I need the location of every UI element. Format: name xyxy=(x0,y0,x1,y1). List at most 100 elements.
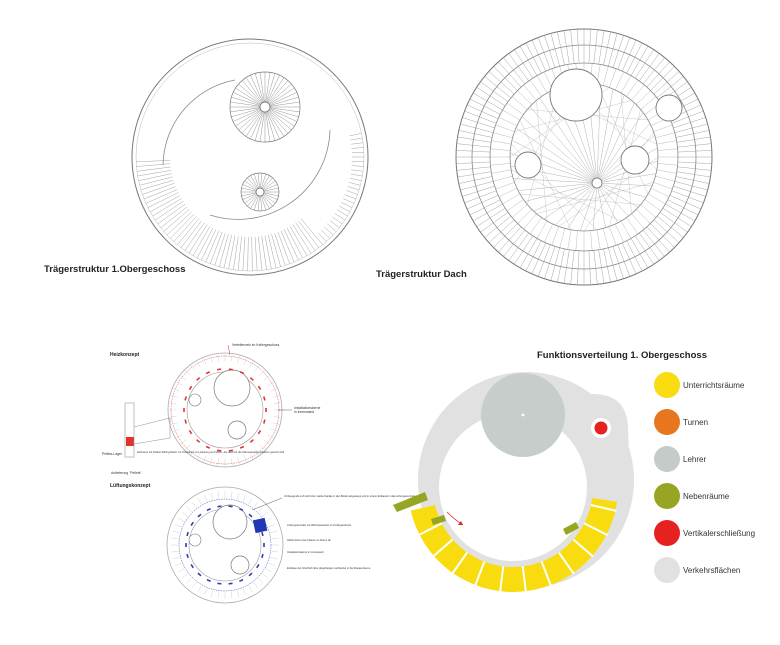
room-divider xyxy=(236,590,240,598)
distribution-mark xyxy=(249,439,254,443)
heating-note-top: Verteilernetz im Kellergeschoss xyxy=(232,343,280,347)
room-divider xyxy=(170,395,178,398)
room-divider xyxy=(242,495,246,502)
wheel-spoke xyxy=(257,173,260,189)
floor-beam xyxy=(351,147,364,149)
floor-beam xyxy=(140,179,174,191)
wheel-spoke xyxy=(250,195,259,209)
roof-lattice-beam xyxy=(596,182,647,198)
roof-beam xyxy=(462,185,495,197)
roof-beam xyxy=(563,30,570,65)
floor-beam xyxy=(348,182,361,186)
floor-beam xyxy=(334,213,346,221)
heating-plan-outline xyxy=(167,352,283,468)
room-divider xyxy=(172,556,180,560)
roof-beam-inner xyxy=(567,229,572,250)
roof-beam xyxy=(642,229,665,257)
floor-beam xyxy=(298,220,320,248)
roof-beam xyxy=(639,232,660,261)
roof-beam xyxy=(612,246,624,279)
wheel-spoke xyxy=(253,173,259,189)
roof-beam-inner xyxy=(620,220,632,239)
room-divider xyxy=(267,381,274,386)
wheel-spoke xyxy=(262,194,273,207)
room-divider xyxy=(190,365,196,372)
roof-beam-inner xyxy=(506,199,524,212)
room-divider xyxy=(186,578,192,584)
roof-beam-inner xyxy=(493,132,513,139)
room-divider xyxy=(217,591,220,599)
heating-note-pellet: Pellets-Lager xyxy=(102,452,123,456)
floor-column-wheel-small xyxy=(240,172,280,212)
legend-swatch xyxy=(654,520,680,546)
room-divider xyxy=(243,455,247,462)
roof-beam xyxy=(480,81,509,102)
floor-beam xyxy=(142,183,175,195)
room-divider xyxy=(182,573,188,579)
distribution-mark xyxy=(257,430,262,435)
distribution-mark xyxy=(190,521,194,527)
roof-beam-inner xyxy=(529,217,542,235)
roof-beam-inner xyxy=(653,124,673,132)
room-divider xyxy=(254,365,260,372)
floor-beam xyxy=(339,205,351,213)
legend-label: Vertikalerschließung xyxy=(683,529,755,538)
distribution-mark xyxy=(265,408,267,412)
floor-beam xyxy=(351,165,364,167)
roof-beam xyxy=(630,238,649,268)
room-divider xyxy=(217,491,220,499)
room-divider xyxy=(217,354,219,362)
roof-beam-inner xyxy=(517,209,532,224)
roof-beam-inner xyxy=(511,96,528,110)
roof-beam-inner xyxy=(655,175,675,182)
vent-plan-outline xyxy=(166,486,284,604)
roof-beam xyxy=(642,57,665,85)
roof-lattice-beam xyxy=(596,182,618,224)
floor-beam xyxy=(324,226,334,236)
roof-beam xyxy=(671,190,704,204)
roof-beam xyxy=(503,229,526,257)
roof-chord xyxy=(519,193,641,205)
wheel-spoke xyxy=(238,110,262,131)
roof-lattice-beam xyxy=(592,182,598,231)
room-divider xyxy=(197,585,202,592)
distribution-mark xyxy=(197,513,202,518)
room-divider xyxy=(270,388,277,392)
wheel-spoke xyxy=(241,110,262,134)
vent-central-unit xyxy=(252,517,268,534)
room-divider xyxy=(210,492,214,500)
floor-beam xyxy=(261,236,267,270)
room-divider xyxy=(271,550,279,553)
distribution-mark xyxy=(205,445,211,449)
roof-lattice-beam xyxy=(596,182,606,228)
roof-lattice-beam xyxy=(511,140,598,184)
floor-beam xyxy=(196,227,214,259)
roof-beam xyxy=(456,161,491,164)
roof-beam-inner xyxy=(626,217,639,235)
floor-beam xyxy=(283,229,299,261)
roof-beam xyxy=(480,212,509,233)
roof-beam xyxy=(671,110,704,124)
roof-beam xyxy=(493,223,518,248)
roof-beam xyxy=(674,181,708,191)
floor-beam xyxy=(351,161,364,162)
heating-core-small xyxy=(188,393,202,407)
floor-beam xyxy=(350,173,363,177)
wheel-spoke xyxy=(245,77,263,103)
classroom-divider xyxy=(474,561,486,587)
wheel-spoke xyxy=(266,111,276,141)
room-divider xyxy=(265,517,272,522)
roof-beam-inner xyxy=(596,229,601,250)
floor-beam xyxy=(157,203,186,225)
legend-swatch xyxy=(654,557,680,583)
roof-beam xyxy=(588,250,591,285)
wheel-spoke xyxy=(244,194,257,204)
heating-note-fuel: Anlieferung "Pellets" xyxy=(111,471,142,475)
wheel-spoke xyxy=(269,101,300,107)
roof-beam-inner xyxy=(493,175,513,182)
roof-beam-inner xyxy=(602,66,609,86)
roof-beam xyxy=(635,49,654,79)
floor-beam xyxy=(295,222,316,251)
wheel-spoke xyxy=(241,187,257,192)
classroom-divider xyxy=(499,566,505,593)
